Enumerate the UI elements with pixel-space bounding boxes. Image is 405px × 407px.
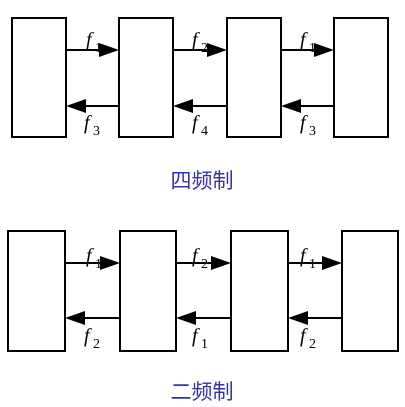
arrow-head-icon	[288, 311, 308, 325]
arrow-head-icon	[314, 43, 334, 57]
backward-frequency-subscript-3: 2	[309, 337, 316, 352]
backward-frequency-label-1: f	[84, 112, 92, 134]
forward-arrow-3	[288, 256, 342, 270]
backward-frequency-label-2: f	[192, 325, 200, 347]
backward-frequency-label-2: f	[192, 112, 200, 134]
backward-frequency-subscript-1: 2	[93, 337, 100, 352]
forward-frequency-subscript-3: 1	[309, 257, 316, 272]
forward-frequency-subscript-1: 1	[95, 257, 102, 272]
station-box-1	[7, 230, 66, 352]
backward-frequency-label-1: f	[84, 325, 92, 347]
backward-frequency-label-3: f	[300, 112, 308, 134]
forward-arrow-2	[176, 256, 231, 270]
forward-arrow-1	[66, 43, 119, 57]
backward-frequency-subscript-2: 4	[201, 124, 208, 139]
arrow-head-icon	[65, 311, 85, 325]
station-box-4	[341, 230, 399, 352]
backward-arrow-3	[288, 311, 342, 325]
diagram-caption: 二频制	[171, 380, 234, 404]
station-box-1	[11, 17, 67, 138]
arrow-head-icon	[207, 43, 227, 57]
backward-arrow-2	[176, 311, 231, 325]
forward-frequency-subscript-2: 2	[201, 41, 208, 56]
forward-frequency-label-3: f	[300, 29, 308, 51]
forward-arrow-2	[173, 43, 227, 57]
arrow-head-icon	[176, 311, 196, 325]
station-box-3	[230, 230, 289, 352]
arrow-head-icon	[322, 256, 342, 270]
forward-frequency-label-1: f	[86, 245, 94, 267]
forward-arrow-1	[65, 256, 120, 270]
backward-frequency-subscript-3: 3	[309, 124, 316, 139]
backward-arrow-1	[66, 99, 119, 113]
forward-frequency-label-2: f	[192, 29, 200, 51]
station-box-3	[226, 17, 282, 138]
forward-frequency-label-1: f	[86, 29, 94, 51]
backward-frequency-subscript-2: 1	[201, 337, 208, 352]
forward-frequency-subscript-3: 1	[309, 41, 316, 56]
forward-frequency-label-3: f	[300, 245, 308, 267]
forward-frequency-label-2: f	[192, 245, 200, 267]
station-box-2	[119, 230, 177, 352]
arrow-head-icon	[100, 256, 120, 270]
station-box-4	[333, 17, 389, 138]
backward-arrow-1	[65, 311, 120, 325]
backward-arrow-2	[173, 99, 227, 113]
forward-frequency-subscript-2: 2	[201, 257, 208, 272]
backward-frequency-subscript-1: 3	[93, 124, 100, 139]
forward-frequency-subscript-1: 1	[95, 41, 102, 56]
backward-arrow-3	[281, 99, 334, 113]
diagram-caption: 四频制	[171, 169, 234, 193]
backward-frequency-label-3: f	[300, 325, 308, 347]
station-box-2	[118, 17, 174, 138]
arrow-head-icon	[66, 99, 86, 113]
arrow-head-icon	[173, 99, 193, 113]
arrow-head-icon	[211, 256, 231, 270]
forward-arrow-3	[281, 43, 334, 57]
arrow-head-icon	[281, 99, 301, 113]
arrow-head-icon	[99, 43, 119, 57]
